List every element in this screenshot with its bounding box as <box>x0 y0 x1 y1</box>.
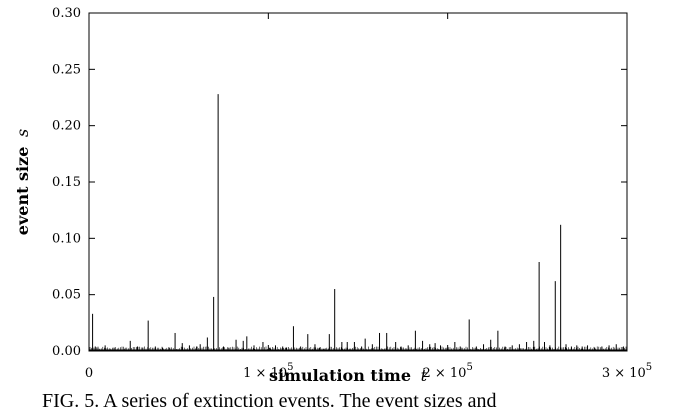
x-tick-label-base: 0 <box>85 366 93 381</box>
y-tick-label: 0.00 <box>52 344 81 359</box>
y-axis-variable: s <box>13 129 32 137</box>
x-tick-label: 1 × 105 <box>243 362 293 381</box>
x-tick-label-exponent: 5 <box>287 362 293 373</box>
x-tick-label: 2 × 105 <box>422 362 472 381</box>
x-axis-title: simulation time t <box>269 366 428 385</box>
x-tick-label-base: 1 × 10 <box>243 366 287 381</box>
y-axis-title: event size s <box>13 129 32 235</box>
x-tick-label-base: 3 × 10 <box>602 366 646 381</box>
baseline-noise <box>89 346 627 350</box>
x-tick-label-exponent: 5 <box>646 362 652 373</box>
y-tick-label: 0.20 <box>52 119 81 134</box>
series-bars <box>89 94 627 351</box>
figure-caption: FIG. 5. A series of extinction events. T… <box>42 390 497 412</box>
x-axis-variable: t <box>421 366 428 385</box>
plot-frame <box>88 12 628 352</box>
y-axis-title-text: event size <box>13 147 32 236</box>
x-tick-label: 0 <box>85 366 93 381</box>
x-tick-label-exponent: 5 <box>466 362 472 373</box>
axis-ticks <box>88 12 628 352</box>
y-tick-label: 0.25 <box>52 62 81 77</box>
y-tick-label: 0.05 <box>52 288 81 303</box>
x-axis-title-text: simulation time <box>269 366 411 385</box>
y-tick-label: 0.30 <box>52 6 81 21</box>
x-tick-label: 3 × 105 <box>602 362 652 381</box>
y-tick-labels: 0.00 0.05 0.10 0.15 0.20 0.25 0.30 <box>52 6 81 359</box>
y-tick-label: 0.15 <box>52 175 81 190</box>
x-tick-label-base: 2 × 10 <box>422 366 466 381</box>
y-tick-label: 0.10 <box>52 231 81 246</box>
